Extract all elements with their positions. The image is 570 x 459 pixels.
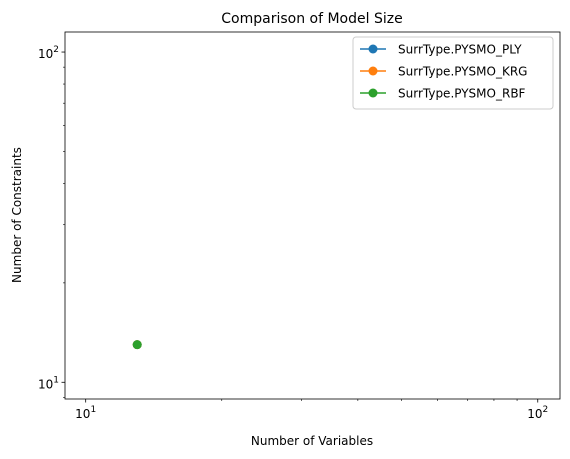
data-point (132, 340, 142, 350)
legend-label: SurrType.PYSMO_KRG (398, 65, 527, 79)
y-tick-label: 102 (38, 45, 59, 61)
minor-ticks (63, 66, 518, 401)
legend-label: SurrType.PYSMO_PLY (398, 43, 522, 57)
series-layer (132, 340, 142, 350)
legend: SurrType.PYSMO_PLY SurrType.PYSMO_KRG Surr… (352, 36, 554, 110)
legend-entry: SurrType.PYSMO_PLY (360, 43, 522, 57)
x-axis-label: Number of Variables (251, 434, 373, 448)
y-tick-label: 101 (38, 375, 59, 391)
major-ticks: 101 102 101 102 (38, 45, 548, 421)
legend-marker (368, 44, 378, 54)
legend-marker (368, 66, 378, 76)
x-tick-label: 102 (527, 405, 548, 421)
y-axis-label: Number of Constraints (10, 147, 24, 283)
legend-entry: SurrType.PYSMO_RBF (360, 87, 526, 101)
chart-title: Comparison of Model Size (221, 11, 402, 27)
series-3 (132, 340, 142, 350)
legend-marker (368, 88, 378, 98)
plot-area (64, 31, 561, 400)
legend-box (352, 36, 554, 110)
legend-label: SurrType.PYSMO_RBF (398, 87, 526, 101)
x-tick-label: 101 (75, 405, 96, 421)
legend-entry: SurrType.PYSMO_KRG (360, 65, 527, 79)
